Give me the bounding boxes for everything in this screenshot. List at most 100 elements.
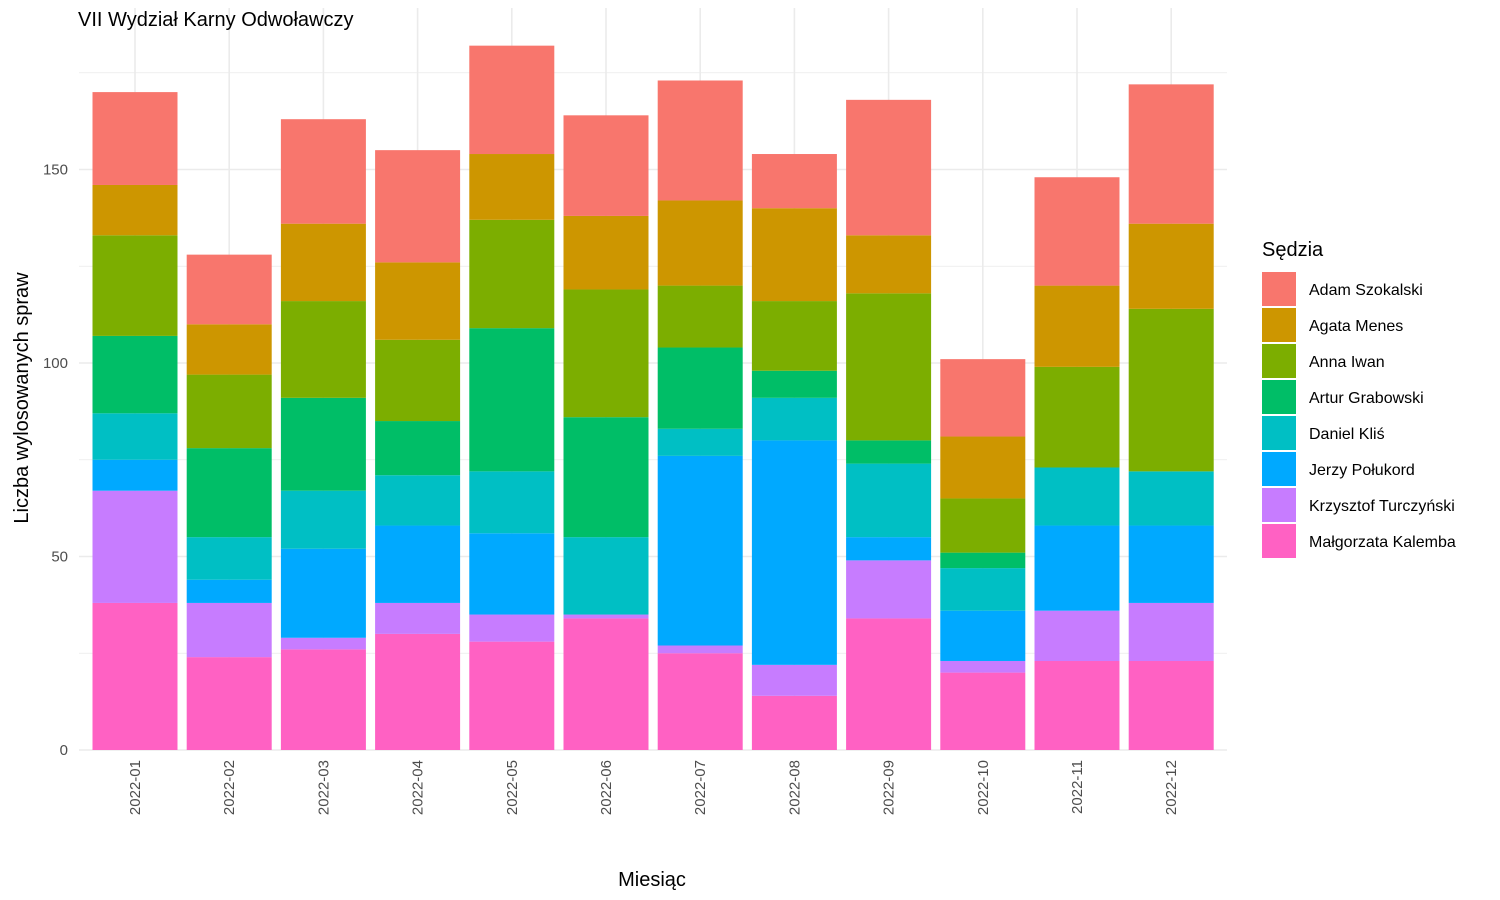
legend-label: Jerzy Połukord xyxy=(1309,462,1415,479)
bar-segment xyxy=(751,695,837,750)
bar-segment xyxy=(280,397,366,491)
legend-label: Adam Szokalski xyxy=(1309,282,1423,299)
bar-segment xyxy=(940,610,1026,661)
bar-segment xyxy=(186,374,272,449)
bar-segment xyxy=(186,448,272,538)
bar-segment xyxy=(1128,84,1214,224)
bar-segment xyxy=(92,335,178,414)
x-tick-label: 2022-05 xyxy=(504,760,521,815)
bar-segment xyxy=(751,397,837,441)
bar-segment xyxy=(940,660,1026,673)
bar-segment xyxy=(563,417,649,538)
x-tick-label: 2022-11 xyxy=(1069,760,1086,814)
legend-key xyxy=(1262,272,1296,306)
bar-segment xyxy=(563,115,649,216)
legend-key xyxy=(1262,524,1296,558)
bar-segment xyxy=(751,208,837,302)
x-tick-label: 2022-09 xyxy=(881,760,898,815)
legend-key xyxy=(1262,488,1296,522)
bar-segment xyxy=(1034,660,1120,750)
legend-key xyxy=(1262,344,1296,378)
bar-segment xyxy=(657,285,743,348)
x-tick-label: 2022-03 xyxy=(315,760,332,815)
x-tick-label: 2022-06 xyxy=(598,760,615,815)
bar-segment xyxy=(92,490,178,603)
y-axis-ticks: 0 50 100 150 xyxy=(43,162,68,760)
bar-segment xyxy=(846,99,932,236)
legend-title: Sędzia xyxy=(1262,239,1324,261)
bar-segment xyxy=(92,184,178,236)
bar-segment xyxy=(375,150,461,263)
bar-segment xyxy=(280,119,366,224)
bar-segment xyxy=(375,262,461,340)
x-tick-label: 2022-04 xyxy=(410,760,427,815)
x-tick-label: 2022-02 xyxy=(221,760,238,815)
bar-segment xyxy=(375,421,461,476)
bar-segment xyxy=(280,649,366,750)
bar-segment xyxy=(280,223,366,302)
legend-label: Anna Iwan xyxy=(1309,354,1385,371)
bar-segment xyxy=(563,215,649,290)
bar-segment xyxy=(186,324,272,375)
legend-key xyxy=(1262,416,1296,450)
x-tick-label: 2022-12 xyxy=(1163,760,1180,815)
bar-segment xyxy=(469,533,555,615)
bar-segment xyxy=(846,618,932,750)
bar-segment xyxy=(940,672,1026,750)
bar-segment xyxy=(1034,285,1120,367)
bar-segment xyxy=(751,440,837,665)
x-tick-label: 2022-08 xyxy=(786,760,803,815)
bar-segment xyxy=(186,254,272,325)
bar-segment xyxy=(186,657,272,750)
bar-segment xyxy=(469,328,555,472)
bar-segment xyxy=(92,459,178,491)
bar-segment xyxy=(375,339,461,422)
bar-segment xyxy=(469,641,555,750)
bar-segment xyxy=(1034,525,1120,611)
y-tick-label: 100 xyxy=(43,355,68,372)
bar-segment xyxy=(280,301,366,398)
bar-segment xyxy=(1034,177,1120,286)
bar-segment xyxy=(92,92,178,185)
bar-segment xyxy=(469,219,555,329)
bar-segment xyxy=(1128,660,1214,750)
bar-segment xyxy=(940,498,1026,553)
legend-label: Krzysztof Turczyński xyxy=(1309,498,1455,515)
chart-title: VII Wydział Karny Odwoławczy xyxy=(78,9,353,31)
legend-label: Małgorzata Kalemba xyxy=(1309,534,1456,551)
legend-label: Daniel Kliś xyxy=(1309,426,1385,443)
bar-segment xyxy=(846,293,932,441)
bar-segment xyxy=(92,602,178,750)
legend-label: Agata Menes xyxy=(1309,318,1403,335)
legend: Sędzia Adam Szokalski Agata Menes Anna Iwa… xyxy=(1262,239,1456,558)
bar-segment xyxy=(846,235,932,294)
bar-segment xyxy=(657,455,743,646)
bar-segment xyxy=(751,664,837,696)
legend-label: Artur Grabowski xyxy=(1309,390,1424,407)
bar-segment xyxy=(846,463,932,538)
bar-segment xyxy=(846,537,932,561)
bar-segment xyxy=(375,633,461,750)
bar-segment xyxy=(280,637,366,650)
bar-segment xyxy=(280,548,366,638)
bar-segment xyxy=(657,645,743,654)
bar-segment xyxy=(1128,602,1214,661)
bar-segment xyxy=(657,653,743,750)
bar-segment xyxy=(1128,223,1214,309)
bar-segment xyxy=(375,475,461,526)
bar-segment xyxy=(657,80,743,201)
y-tick-label: 150 xyxy=(43,162,68,179)
bar-segment xyxy=(940,359,1026,437)
bar-segment xyxy=(563,618,649,750)
bar-segment xyxy=(1034,366,1120,468)
bar-segment xyxy=(940,552,1026,569)
bar-segment xyxy=(1128,308,1214,472)
y-tick-label: 0 xyxy=(60,742,68,759)
bar-segment xyxy=(657,200,743,286)
bar-segment xyxy=(563,289,649,418)
bar-segment xyxy=(1128,525,1214,603)
x-axis-title: Miesiąc xyxy=(618,869,686,891)
bar-segment xyxy=(469,471,555,534)
x-tick-label: 2022-10 xyxy=(975,760,992,815)
